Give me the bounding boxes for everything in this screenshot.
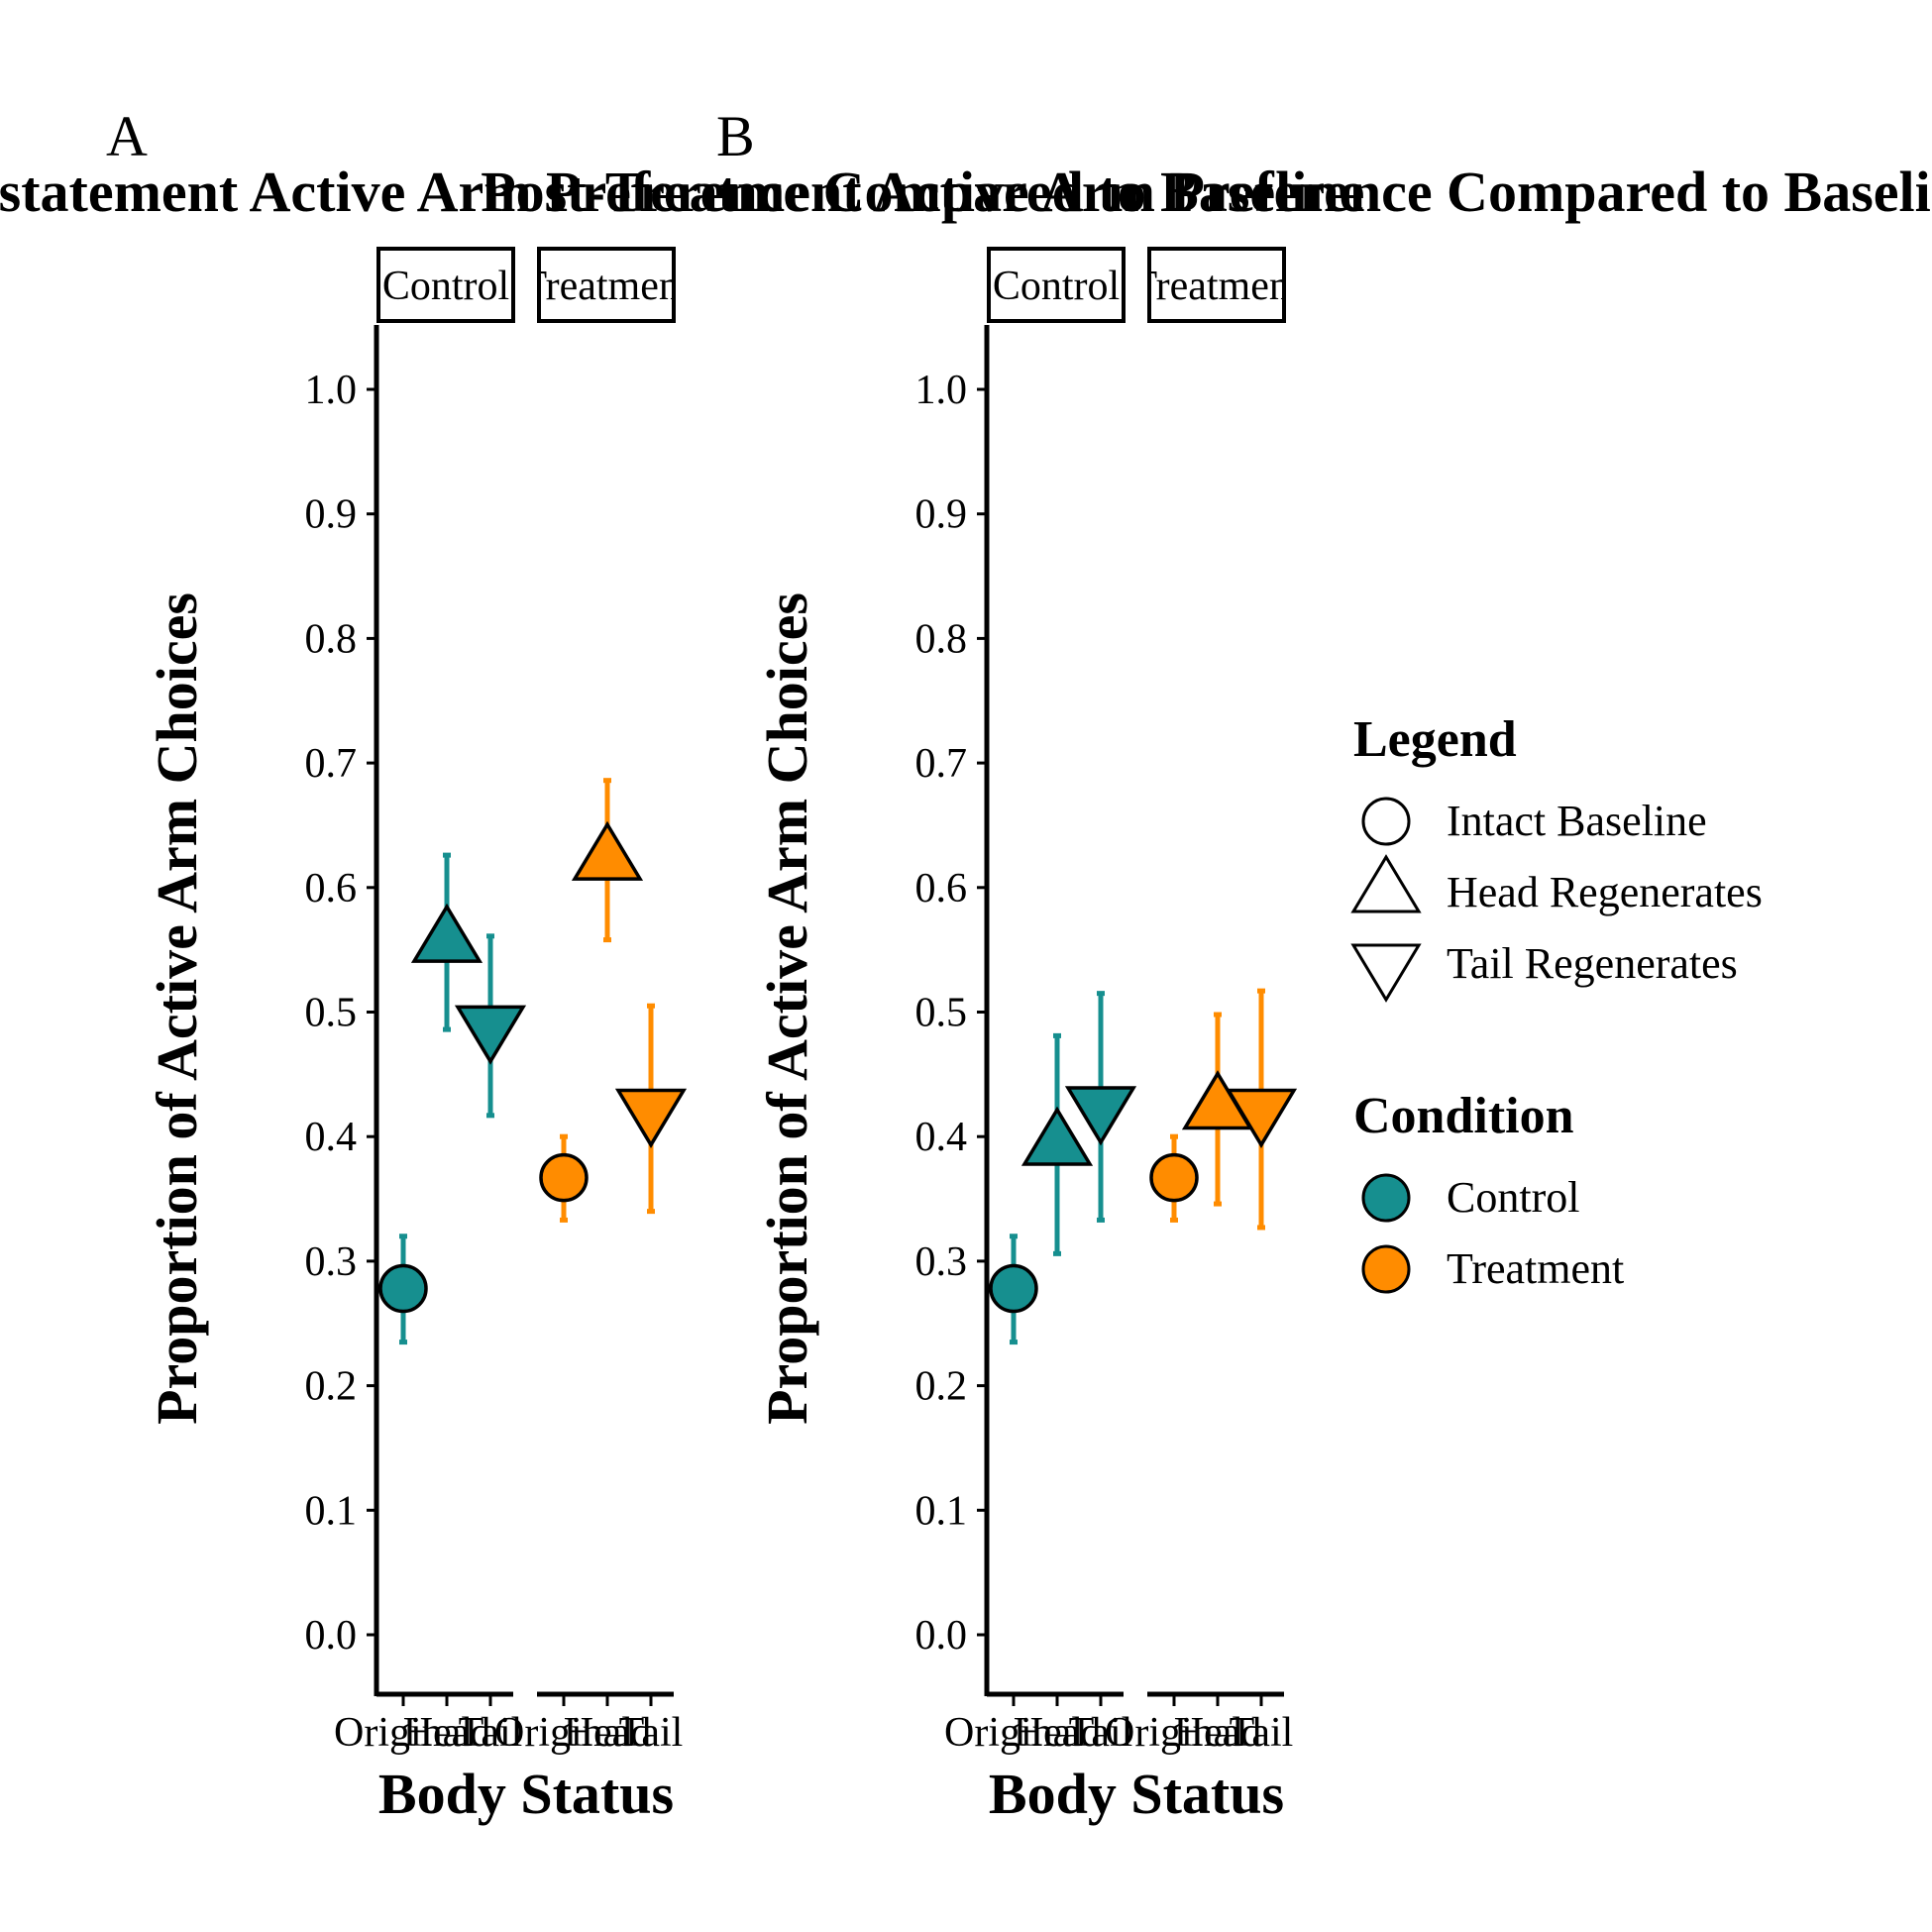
- legend-item: Head Regenerates: [1350, 854, 1763, 916]
- y-axis-title: Proportion of Active Arm Choices: [145, 592, 209, 1425]
- strip-box: [376, 247, 515, 323]
- y-tick-label: 0.4: [915, 1115, 968, 1160]
- y-tick-label: 0.4: [305, 1115, 358, 1160]
- point-marker-circle: [378, 1263, 428, 1314]
- legend-title: Legend: [1353, 711, 1517, 768]
- point-marker-circle: [539, 1152, 589, 1203]
- data-point: [1064, 991, 1137, 1223]
- point-marker-triangle-up: [1020, 1106, 1094, 1166]
- panel-label: A: [106, 104, 148, 168]
- point-marker-triangle-up: [571, 820, 644, 881]
- x-tick-label: Tail: [1230, 1710, 1294, 1756]
- data-point: [378, 1234, 428, 1345]
- y-tick-label: 0.0: [915, 1613, 968, 1659]
- x-tick-label: Tail: [619, 1710, 684, 1756]
- x-tick-label: Tail: [1069, 1710, 1133, 1756]
- strip-label: Control: [993, 264, 1120, 309]
- y-tick-label: 0.2: [305, 1364, 358, 1410]
- strip-label: Control: [382, 264, 509, 309]
- data-point: [1225, 988, 1298, 1231]
- legend-circle-icon: [1361, 797, 1411, 846]
- data-point: [410, 852, 483, 1032]
- legend-item: Tail Regenerates: [1350, 939, 1738, 1003]
- y-tick-label: 0.0: [305, 1613, 358, 1659]
- y-axis-title: Proportion of Active Arm Choices: [755, 592, 819, 1425]
- data-point: [1149, 1133, 1199, 1223]
- legend: Legend Intact Baseline Head Regenerates Tai…: [1350, 711, 1763, 1294]
- y-tick-label: 0.3: [305, 1239, 358, 1285]
- legend-label: Intact Baseline: [1447, 797, 1707, 845]
- data-point: [571, 778, 644, 943]
- panel-title: Post-Treatment Active Arm Preference Com…: [481, 160, 1932, 224]
- y-tick-label: 0.1: [915, 1488, 968, 1534]
- data-point: [1020, 1032, 1094, 1256]
- y-tick-label: 0.2: [915, 1364, 968, 1410]
- point-marker-triangle-up: [410, 903, 483, 963]
- point-marker-triangle-down: [614, 1088, 688, 1148]
- x-tick-label: Tail: [459, 1710, 523, 1756]
- y-tick-label: 0.8: [915, 616, 968, 662]
- point-marker-circle: [1149, 1152, 1199, 1203]
- legend-color-swatch: [1361, 1173, 1411, 1223]
- x-tick-label: Original: [334, 1710, 473, 1756]
- legend-triangle-up-icon: [1350, 854, 1422, 913]
- legend-label: Treatment: [1447, 1244, 1624, 1293]
- y-tick-label: 0.9: [915, 492, 968, 538]
- x-tick-label: Head: [1174, 1710, 1262, 1756]
- legend-label: Head Regenerates: [1447, 868, 1763, 916]
- x-tick-label: Head: [1014, 1710, 1102, 1756]
- strip-box: [987, 247, 1126, 323]
- legend-color-swatch: [1361, 1244, 1411, 1294]
- y-tick-label: 0.7: [915, 741, 968, 787]
- panel-title: Reinstatement Active Arm Preference Comp…: [0, 160, 1364, 224]
- y-tick-label: 0.5: [915, 991, 968, 1036]
- point-marker-triangle-down: [1225, 1088, 1298, 1148]
- y-tick-label: 0.1: [305, 1488, 358, 1534]
- data-point: [539, 1133, 589, 1223]
- data-point: [989, 1234, 1038, 1345]
- x-axis-title: Body Status: [989, 1762, 1284, 1826]
- y-tick-label: 0.8: [305, 616, 358, 662]
- y-tick-label: 0.7: [305, 741, 358, 787]
- x-tick-label: Original: [944, 1710, 1083, 1756]
- point-marker-triangle-down: [454, 1005, 527, 1065]
- y-tick-label: 1.0: [305, 368, 358, 413]
- legend-item: Intact Baseline: [1361, 797, 1707, 846]
- y-tick-label: 0.6: [915, 866, 968, 912]
- y-tick-label: 0.6: [305, 866, 358, 912]
- point-marker-triangle-down: [1064, 1086, 1137, 1146]
- x-tick-label: Original: [494, 1710, 633, 1756]
- point-marker-circle: [989, 1263, 1038, 1314]
- strip-label: Treatment: [521, 264, 691, 309]
- legend-title: Condition: [1353, 1088, 1574, 1144]
- strip-label: Treatment: [1131, 264, 1301, 309]
- legend-triangle-down-icon: [1350, 943, 1422, 1003]
- y-tick-label: 0.5: [305, 991, 358, 1036]
- x-tick-label: Original: [1105, 1710, 1243, 1756]
- y-tick-label: 1.0: [915, 368, 968, 413]
- legend-item: Treatment: [1361, 1244, 1624, 1294]
- legend-label: Control: [1447, 1173, 1579, 1222]
- x-axis-title: Body Status: [378, 1762, 674, 1826]
- x-tick-label: Head: [564, 1710, 652, 1756]
- data-point: [454, 933, 527, 1119]
- y-tick-label: 0.9: [305, 492, 358, 538]
- legend-label: Tail Regenerates: [1447, 939, 1738, 988]
- data-point: [614, 1003, 688, 1215]
- legend-item: Control: [1361, 1173, 1579, 1223]
- y-tick-label: 0.3: [915, 1239, 968, 1285]
- panel-label: B: [716, 104, 755, 168]
- x-tick-label: Head: [403, 1710, 491, 1756]
- strip-box: [1147, 247, 1286, 323]
- strip-box: [537, 247, 676, 323]
